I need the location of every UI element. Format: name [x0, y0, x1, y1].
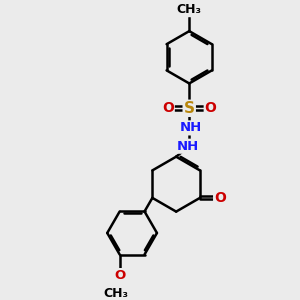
Text: NH: NH [179, 122, 202, 134]
Text: CH₃: CH₃ [177, 3, 202, 16]
Text: S: S [184, 101, 195, 116]
Text: CH₃: CH₃ [103, 287, 128, 300]
Text: NH: NH [177, 140, 199, 153]
Text: O: O [114, 269, 125, 283]
Text: O: O [205, 101, 217, 115]
Text: O: O [162, 101, 174, 115]
Text: O: O [214, 191, 226, 205]
